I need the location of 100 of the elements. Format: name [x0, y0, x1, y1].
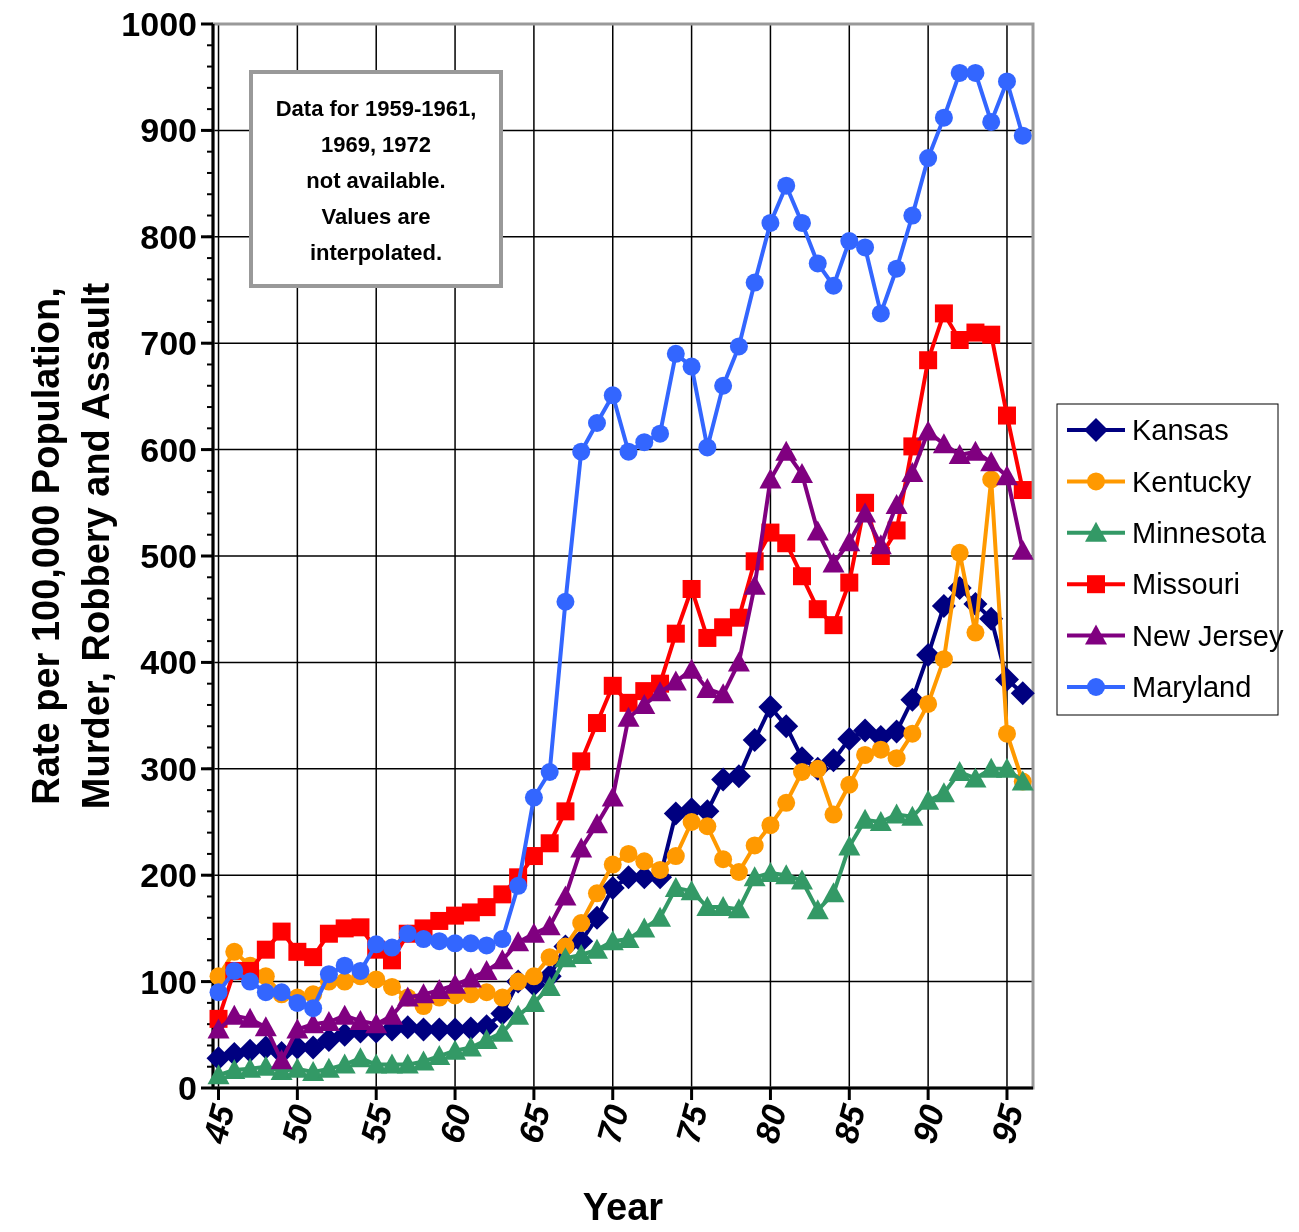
point	[223, 1004, 246, 1025]
point	[982, 325, 1001, 344]
y-tick-label: 300	[140, 749, 197, 788]
point	[428, 1045, 451, 1066]
point	[792, 567, 811, 586]
point	[792, 213, 811, 232]
point	[887, 259, 906, 278]
point	[932, 433, 955, 454]
point	[522, 991, 545, 1012]
point	[317, 1057, 340, 1078]
legend-label: New Jersey	[1132, 619, 1284, 652]
point	[412, 1050, 435, 1071]
point	[840, 232, 859, 251]
point	[412, 983, 435, 1004]
point	[270, 1049, 293, 1070]
point	[775, 440, 798, 461]
point	[317, 1011, 340, 1032]
point	[948, 443, 971, 464]
point	[712, 896, 735, 917]
point	[903, 437, 922, 456]
point	[714, 850, 733, 869]
point	[777, 534, 796, 553]
point	[777, 793, 796, 812]
point	[538, 975, 561, 996]
point	[745, 836, 764, 855]
point	[995, 757, 1018, 778]
point	[822, 882, 845, 903]
point	[808, 600, 827, 619]
point	[919, 351, 938, 370]
point	[682, 357, 701, 376]
point	[554, 885, 577, 906]
point	[714, 618, 733, 637]
y-tick-label: 500	[140, 536, 197, 575]
point	[524, 788, 543, 807]
point	[651, 860, 670, 879]
point	[507, 1004, 530, 1025]
point	[491, 949, 514, 970]
point	[714, 376, 733, 395]
point	[726, 764, 751, 789]
point	[524, 967, 543, 986]
point	[223, 1058, 246, 1079]
point	[619, 442, 638, 461]
point	[979, 606, 1004, 631]
point	[286, 1057, 309, 1078]
y-tick-label: 700	[140, 324, 197, 363]
point	[982, 470, 1001, 489]
point	[649, 906, 672, 927]
point	[680, 880, 703, 901]
point	[808, 254, 827, 273]
point	[430, 932, 449, 951]
point	[663, 801, 688, 826]
point	[887, 749, 906, 768]
point	[934, 650, 953, 669]
y-tick-label: 1000	[121, 4, 197, 43]
point	[365, 1013, 388, 1034]
point	[635, 852, 654, 871]
point	[587, 884, 606, 903]
point	[333, 1004, 356, 1025]
point	[603, 386, 622, 405]
point	[1010, 681, 1035, 706]
point	[635, 433, 654, 452]
point	[934, 108, 953, 127]
point	[316, 1028, 341, 1053]
point	[761, 816, 780, 835]
point	[664, 670, 687, 691]
point	[774, 714, 799, 739]
legend-label: Kansas	[1132, 414, 1229, 447]
point	[493, 930, 512, 949]
point	[680, 658, 703, 679]
point	[256, 940, 275, 959]
point	[509, 876, 528, 895]
legend-label: Kentucky	[1132, 465, 1252, 498]
point	[554, 947, 577, 968]
point	[477, 983, 496, 1002]
point	[1013, 126, 1032, 145]
point	[288, 942, 307, 961]
point	[901, 805, 924, 826]
point	[430, 911, 449, 930]
point	[840, 775, 859, 794]
point	[351, 961, 370, 980]
point	[856, 238, 875, 257]
point	[759, 862, 782, 883]
point	[572, 752, 591, 771]
x-tick-label: 70	[589, 1100, 636, 1148]
y-tick-label: 100	[140, 962, 197, 1001]
point	[775, 864, 798, 885]
point	[617, 928, 640, 949]
point	[666, 847, 685, 866]
point	[666, 344, 685, 363]
point	[288, 993, 307, 1012]
y-tick-label: 0	[178, 1068, 197, 1107]
point	[507, 931, 530, 952]
point	[302, 1061, 325, 1082]
point	[256, 983, 275, 1002]
point	[524, 847, 543, 866]
point	[837, 727, 862, 752]
point	[856, 745, 875, 764]
point	[664, 876, 687, 897]
point	[997, 724, 1016, 743]
y-axis-title: Rate per 100,000 Population, Murder, Robbery and Assault	[24, 282, 117, 810]
